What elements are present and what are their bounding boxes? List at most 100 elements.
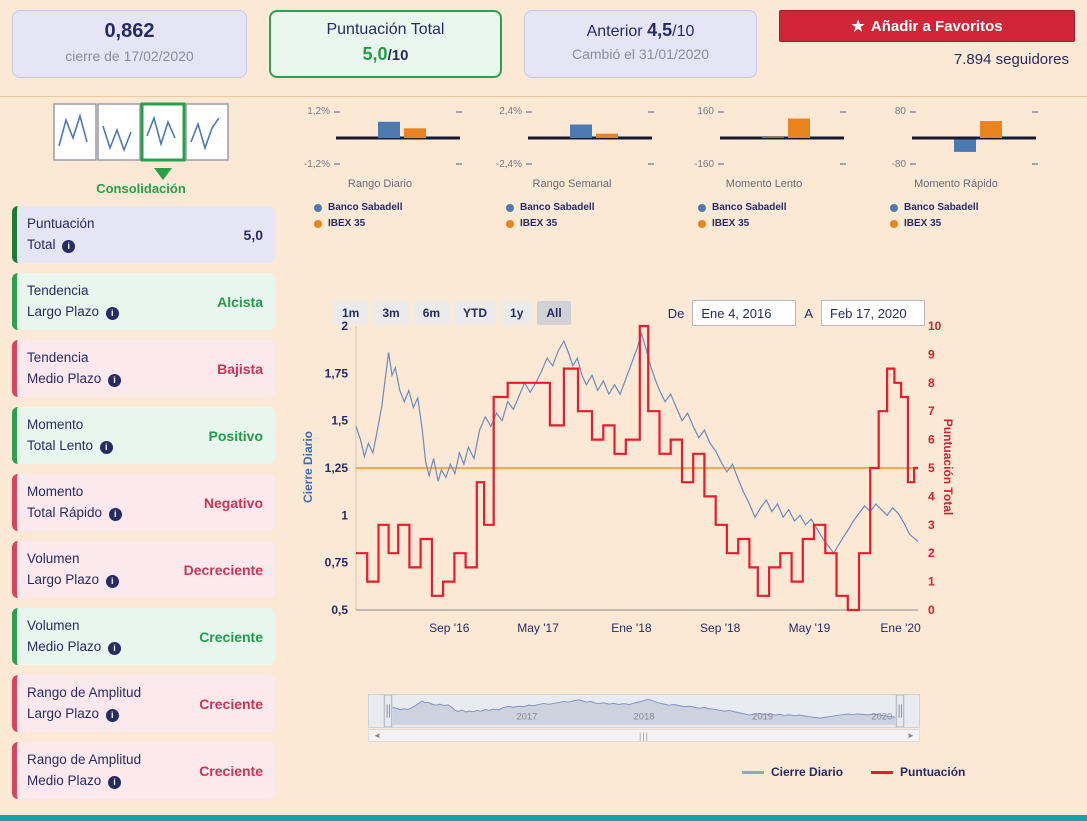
range-button-1y[interactable]: 1y xyxy=(501,301,533,325)
bottom-accent-bar xyxy=(0,815,1087,821)
close-price: 0,862 xyxy=(104,20,155,42)
metric-card-5: Volumen Largo Plazo i Decreciente xyxy=(12,541,275,598)
navigator-handle[interactable] xyxy=(383,695,393,727)
metric-value: Creciente xyxy=(199,628,263,645)
trend-phase-widget: Consolidación xyxy=(52,101,230,196)
score-card-title: Puntuación Total xyxy=(326,21,445,38)
mini-legend-item: Banco Sabadell xyxy=(314,202,490,213)
metric-title: Momento Total Rápido i xyxy=(27,482,122,524)
date-from-input[interactable] xyxy=(692,300,797,326)
metric-title: Tendencia Largo Plazo i xyxy=(27,281,119,323)
range-button-6m[interactable]: 6m xyxy=(413,301,450,325)
mini-ymax-label: 2,4% xyxy=(499,106,522,117)
svg-text:1,5: 1,5 xyxy=(331,414,348,428)
scroll-grip[interactable]: ||| xyxy=(638,730,649,741)
info-icon[interactable]: i xyxy=(105,306,119,320)
svg-text:Sep '18: Sep '18 xyxy=(700,621,741,635)
mini-ymax-label: 80 xyxy=(894,106,906,117)
metric-value: Decreciente xyxy=(183,561,263,578)
info-icon[interactable]: i xyxy=(108,641,122,655)
svg-text:2: 2 xyxy=(341,319,348,333)
svg-text:2: 2 xyxy=(928,546,935,560)
svg-text:May '17: May '17 xyxy=(517,621,559,635)
mini-charts-row: 1,2% -1,2% Rango Diario Banco Sabadell IBEX … xyxy=(298,106,1066,234)
header: 0,862 cierre de 17/02/2020 Puntuación To… xyxy=(12,10,1075,78)
metrics-panel: Puntuación Total i 5,0 Tendencia Largo Plazo… xyxy=(12,206,275,809)
metric-value: Bajista xyxy=(217,360,263,377)
left-axis-title: Cierre Diario xyxy=(301,430,315,504)
mini-ymin-label: -80 xyxy=(891,159,906,170)
mini-chart-svg xyxy=(718,111,846,165)
legend-dot-icon xyxy=(698,203,706,212)
svg-text:1: 1 xyxy=(928,575,935,589)
info-icon[interactable]: i xyxy=(108,775,122,789)
mini-ymin-label: -2,4% xyxy=(495,159,522,170)
mini-chart-svg xyxy=(334,111,462,165)
series-legend-item[interactable]: Cierre Diario xyxy=(742,765,843,779)
navigator-svg[interactable]: 2017 2018 2019 2020 xyxy=(368,694,920,728)
metric-title: Volumen Medio Plazo i xyxy=(27,616,122,658)
metric-value: Negativo xyxy=(203,494,263,511)
chart-scrollbar[interactable]: ◄ ||| ► xyxy=(368,729,920,742)
info-icon[interactable]: i xyxy=(108,373,122,387)
range-button-3m[interactable]: 3m xyxy=(373,301,409,325)
mini-legend-item: IBEX 35 xyxy=(890,218,1066,229)
right-axis-title: Puntuación Total xyxy=(941,418,955,516)
metric-value: 5,0 xyxy=(243,226,263,243)
svg-text:May '19: May '19 xyxy=(789,621,831,635)
info-icon[interactable]: i xyxy=(105,574,119,588)
info-icon[interactable]: i xyxy=(99,440,113,454)
score-card: Puntuación Total 5,0/10 xyxy=(268,10,502,78)
trend-phase-svg xyxy=(53,102,229,162)
svg-text:2017: 2017 xyxy=(516,710,537,721)
metric-card-1: Tendencia Largo Plazo i Alcista xyxy=(12,273,275,330)
previous-score-card: Anterior 4,5/10 Cambió el 31/01/2020 xyxy=(524,10,757,78)
mini-chart-legend: Banco Sabadell IBEX 35 xyxy=(682,202,874,229)
range-button-1m[interactable]: 1m xyxy=(333,301,369,325)
metric-card-2: Tendencia Medio Plazo i Bajista xyxy=(12,340,275,397)
range-selector: 1m 3m 6m YTD 1y All xyxy=(333,301,571,325)
mini-chart-title: Rango Semanal xyxy=(532,178,612,190)
date-to-input[interactable] xyxy=(821,300,925,326)
main-chart: Cierre Diario 2 1,75 1,5 1,25 1 0,75 0,5 10 9 8 7 6… xyxy=(296,318,964,644)
metric-card-6: Volumen Medio Plazo i Creciente xyxy=(12,608,275,665)
svg-text:1: 1 xyxy=(341,508,348,522)
scroll-left-arrow[interactable]: ◄ xyxy=(373,731,381,740)
svg-text:9: 9 xyxy=(928,347,935,361)
mini-ymin-label: -1,2% xyxy=(303,159,330,170)
mini-ymin-label: -160 xyxy=(693,159,714,170)
svg-text:8: 8 xyxy=(928,376,935,390)
metric-title: Volumen Largo Plazo i xyxy=(27,549,119,591)
previous-value: 4,5 xyxy=(647,20,673,40)
svg-text:2019: 2019 xyxy=(752,710,773,721)
range-button-All[interactable]: All xyxy=(537,301,571,325)
info-icon[interactable]: i xyxy=(108,507,122,521)
svg-text:0,75: 0,75 xyxy=(325,556,349,570)
legend-dot-icon xyxy=(506,203,514,212)
svg-text:4: 4 xyxy=(928,489,935,503)
mini-chart-svg xyxy=(910,111,1038,165)
info-icon[interactable]: i xyxy=(62,239,76,253)
info-icon[interactable]: i xyxy=(105,708,119,722)
mini-legend-item: Banco Sabadell xyxy=(890,202,1066,213)
mini-chart-title: Momento Lento xyxy=(725,178,803,190)
svg-text:0: 0 xyxy=(928,603,935,617)
metric-title: Momento Total Lento i xyxy=(27,415,113,457)
range-button-YTD[interactable]: YTD xyxy=(454,301,497,325)
mini-chart-2: 160 -160 Momento Lento Banco Sabadell IBEX 3… xyxy=(682,106,874,234)
mini-chart-legend: Banco Sabadell IBEX 35 xyxy=(874,202,1066,229)
navigator-handle[interactable] xyxy=(895,695,905,727)
scroll-right-arrow[interactable]: ► xyxy=(907,731,915,740)
mini-ymax-label: 160 xyxy=(697,106,714,117)
add-favorites-button[interactable]: ★ Añadir a Favoritos xyxy=(779,10,1075,42)
score-card-value: 5,0/10 xyxy=(362,44,409,64)
legend-dot-icon xyxy=(314,203,322,212)
svg-text:7: 7 xyxy=(928,404,935,418)
metric-value: Alcista xyxy=(217,293,263,310)
date-to-label: A xyxy=(804,305,813,321)
series-legend-item[interactable]: Puntuación xyxy=(871,765,965,779)
svg-text:10: 10 xyxy=(928,319,942,333)
